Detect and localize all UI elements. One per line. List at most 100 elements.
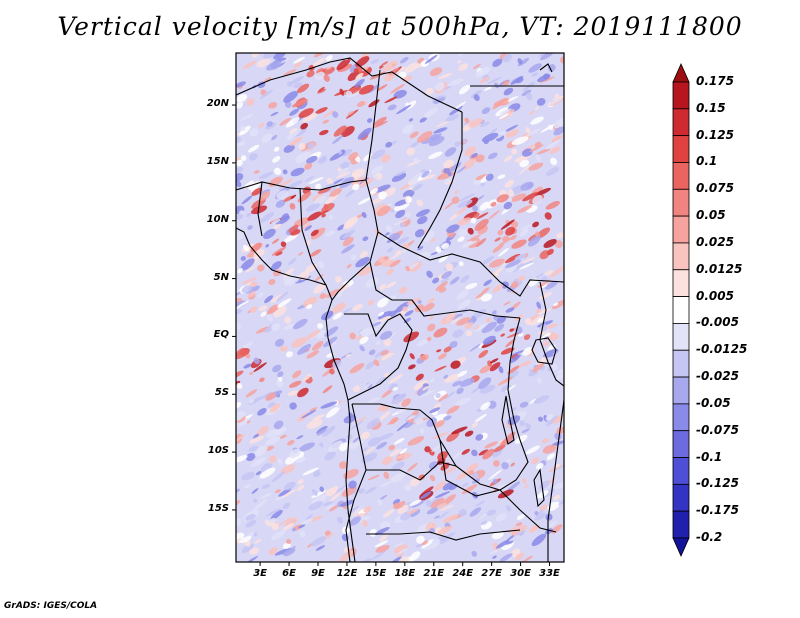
field-patch xyxy=(429,67,443,77)
field-patch xyxy=(370,59,380,64)
field-patch xyxy=(464,117,470,124)
field-patch xyxy=(475,174,488,181)
field-patch xyxy=(272,155,281,163)
field-patch xyxy=(515,522,523,527)
field-patch xyxy=(323,74,330,82)
field-patch xyxy=(374,540,389,548)
field-patch xyxy=(287,439,295,446)
field-patch xyxy=(322,425,336,437)
field-patch xyxy=(364,382,372,389)
field-patch xyxy=(497,247,509,257)
latitude-label: 20N xyxy=(206,98,229,110)
field-patch xyxy=(363,506,372,513)
field-patch xyxy=(404,62,419,73)
field-patch xyxy=(499,237,513,246)
field-patch xyxy=(548,520,558,528)
field-patch xyxy=(520,260,534,268)
field-patch xyxy=(505,307,515,313)
field-patch xyxy=(236,159,243,167)
field-patch xyxy=(323,336,338,348)
field-patch xyxy=(479,121,490,128)
field-patch xyxy=(253,249,265,258)
field-patch xyxy=(478,449,489,456)
field-patch xyxy=(375,172,383,180)
field-patch xyxy=(297,484,305,491)
field-patch xyxy=(544,281,558,290)
field-patch xyxy=(278,376,283,382)
colorbar-label: -0.125 xyxy=(696,476,739,491)
field-patch xyxy=(387,247,394,253)
field-patch xyxy=(408,364,416,370)
latitude-label: 5S xyxy=(214,387,229,399)
field-patch xyxy=(300,122,309,130)
colorbar-top-arrow xyxy=(672,63,690,83)
field-patch xyxy=(289,136,303,146)
field-patch xyxy=(387,104,397,111)
field-patch xyxy=(316,425,328,434)
field-patch xyxy=(459,193,475,202)
field-patch xyxy=(298,143,306,150)
field-patch xyxy=(286,538,292,545)
field-patch xyxy=(271,134,278,141)
colorbar-bottom-arrow xyxy=(672,537,690,557)
field-patch xyxy=(396,452,410,460)
field-patch xyxy=(521,257,536,264)
longitude-label: 6E xyxy=(282,568,296,579)
field-patch xyxy=(236,411,246,422)
field-patch xyxy=(365,277,379,288)
field-patch xyxy=(509,328,515,332)
field-patch xyxy=(378,256,385,264)
field-patch xyxy=(537,53,550,57)
border-zambia xyxy=(439,439,557,533)
latitude-ticks xyxy=(232,104,236,511)
field-patch xyxy=(301,409,317,419)
field-patch xyxy=(294,61,303,68)
field-patch xyxy=(416,199,423,207)
field-patch xyxy=(236,300,249,310)
field-patch xyxy=(524,317,532,325)
field-patch xyxy=(357,127,372,140)
field-patch xyxy=(513,261,526,273)
field-patch xyxy=(538,480,550,490)
field-patch xyxy=(505,338,516,348)
field-patch xyxy=(389,448,402,457)
field-patch xyxy=(418,474,426,481)
field-patch xyxy=(536,97,546,106)
field-patch xyxy=(311,536,327,547)
field-patch xyxy=(385,281,397,289)
field-patch xyxy=(308,501,324,511)
colorbar-label: 0.0125 xyxy=(696,261,743,276)
field-patch xyxy=(300,222,312,231)
field-patch xyxy=(322,385,333,394)
field-patch xyxy=(236,288,242,294)
border-sahel xyxy=(236,179,367,191)
field-patch xyxy=(289,108,300,116)
field-patch xyxy=(445,179,454,185)
field-patch xyxy=(259,377,265,383)
field-patch xyxy=(435,281,448,291)
field-patch xyxy=(317,209,329,216)
field-patch xyxy=(245,389,258,398)
field-patch xyxy=(483,279,492,286)
field-patch xyxy=(444,391,456,400)
field-patch xyxy=(354,416,367,423)
field-patch xyxy=(391,461,405,472)
field-patch xyxy=(260,311,267,317)
field-patch xyxy=(420,354,429,361)
field-patch xyxy=(449,276,460,285)
field-patch xyxy=(417,246,424,251)
field-patch xyxy=(385,232,390,236)
border-sahel-3 xyxy=(299,187,327,286)
field-patch xyxy=(373,359,380,367)
field-patch xyxy=(275,199,286,208)
field-patch xyxy=(283,323,295,330)
field-patch xyxy=(504,179,514,188)
field-patch xyxy=(373,184,391,193)
field-patch xyxy=(547,97,563,106)
field-patch xyxy=(498,366,504,374)
field-patch xyxy=(521,148,533,157)
field-patch xyxy=(407,462,418,472)
field-patch xyxy=(503,201,513,210)
field-patch xyxy=(383,60,398,72)
field-patch xyxy=(438,287,447,293)
